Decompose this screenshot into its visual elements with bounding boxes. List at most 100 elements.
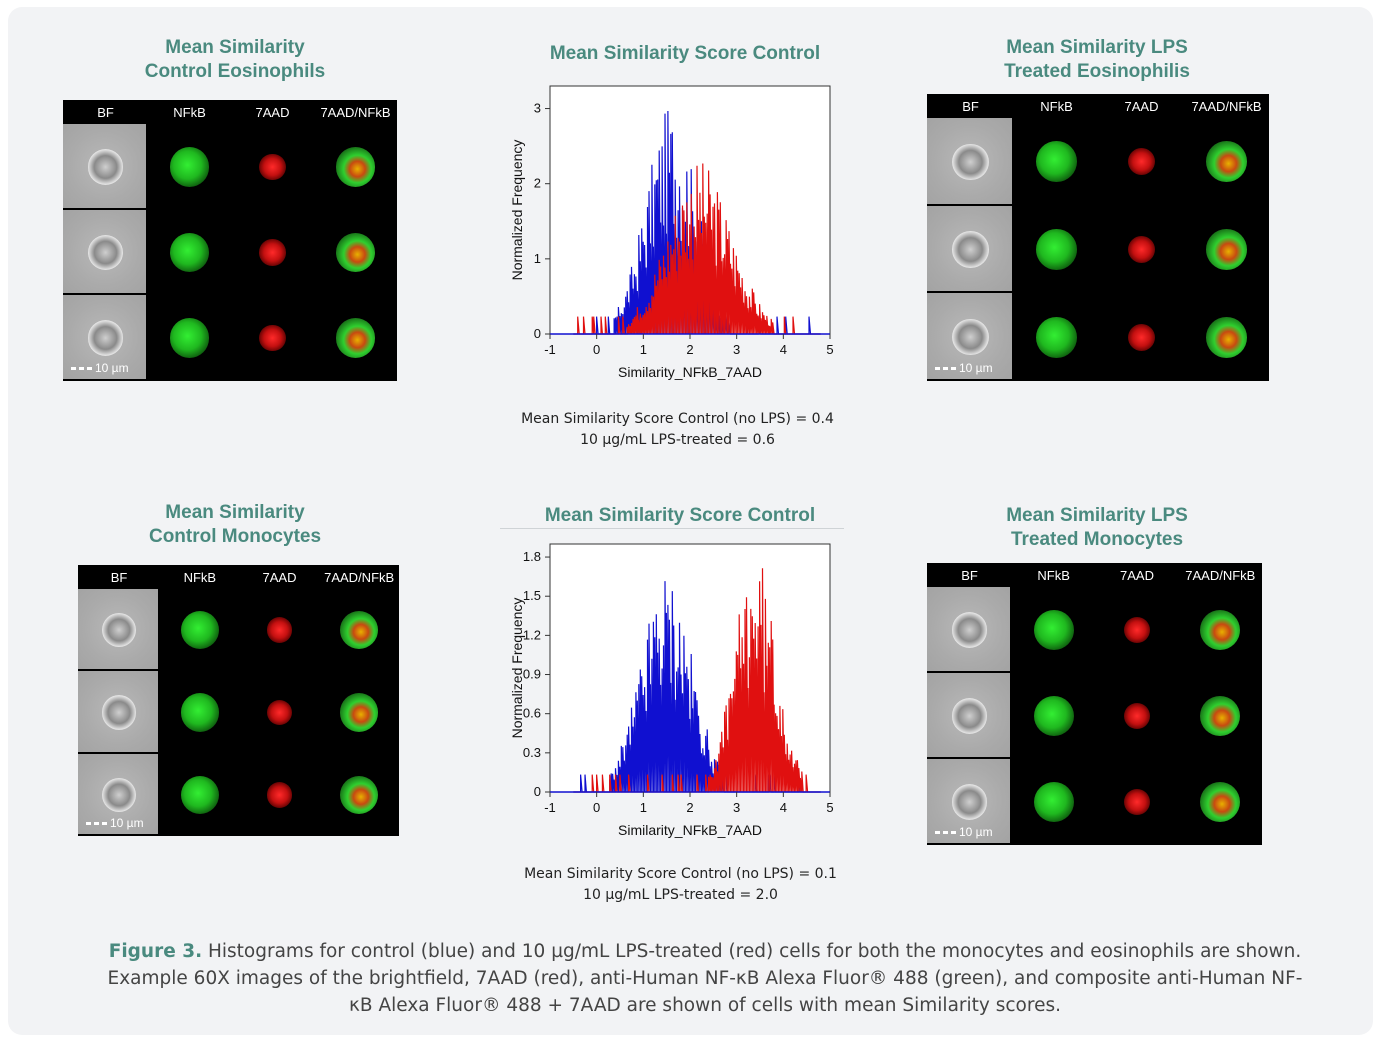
y-tick-label: 3 [534,101,541,116]
x-tick-label: 3 [733,342,740,357]
composite-image [1179,759,1262,845]
cell-signal [169,232,210,273]
scale-bar: 10 µm [71,361,129,375]
7aad-image [240,754,320,836]
image-panel-mono-control: BF NFkB 7AAD 7AAD/NFkB 10 µm [78,565,399,836]
7aad-image [231,124,314,210]
column-label: NFkB [183,570,217,585]
7aad-image [1099,206,1184,294]
histogram-bottom: -1 0 1 2 3 4 500.30.60.91.21.51.8Similarity_NF… [509,543,834,838]
cell-signal [1123,616,1151,644]
nfkb-image [1012,587,1095,673]
cell-outline [951,612,988,648]
column-label: 7AAD [1120,568,1154,583]
cell-outline [952,318,989,356]
cell-outline [101,777,137,813]
chart-title-rule [500,528,844,529]
panel-title-mono-lps: Mean Similarity LPS Treated Monocytes [1006,505,1188,550]
nfkb-image [1014,206,1099,294]
nfkb-image [160,671,240,753]
composite-image [319,589,399,671]
y-tick-label: 1.2 [523,627,541,642]
cell-signal [1036,316,1077,358]
composite-image [1184,206,1269,294]
cell-signal [169,146,210,187]
y-tick-label: 2 [534,176,541,191]
column-label: 7AAD/NFkB [324,570,395,585]
nfkb-image [1012,673,1095,759]
y-tick-label: 0.9 [523,667,541,682]
figure-caption: Figure 3. Histograms for control (blue) … [100,938,1310,1019]
cell-signal [259,239,286,266]
cell-outline [952,231,989,268]
nfkb-image [148,210,231,296]
y-axis-label: Normalized Frequency [509,140,525,281]
y-tick-label: 1.8 [523,549,541,564]
column-label: BF [97,105,114,120]
chart-caption-top-1: Mean Similarity Score Control (no LPS) =… [521,411,834,427]
nfkb-image [160,589,240,671]
nfkb-image [1012,759,1095,845]
column-label: BF [961,568,978,583]
x-tick-label: 3 [733,800,740,815]
x-tick-label: 4 [780,800,787,815]
brightfield-image: 10 µm [78,753,160,836]
x-tick-label: 0 [593,800,600,815]
y-tick-label: 0.6 [523,706,541,721]
cell-signal [340,693,379,732]
column-label: BF [110,570,128,585]
cell-signal [259,324,286,352]
cell-outline [101,695,137,730]
figure-caption-text: Histograms for control (blue) and 10 µg/… [107,941,1303,1016]
column-label: 7AAD [255,105,290,120]
column-label: NFkB [1037,568,1070,583]
y-axis-label: Normalized Frequency [509,598,525,739]
brightfield-image [78,589,160,672]
brightfield-image [927,118,1014,206]
7aad-image [1099,293,1184,381]
composite-image [1184,293,1269,381]
composite-image [314,210,397,296]
cell-signal [266,617,293,643]
cell-signal [1127,235,1156,264]
chart-caption-bottom-1: Mean Similarity Score Control (no LPS) =… [524,866,837,882]
brightfield-image: 10 µm [927,293,1014,381]
cell-outline [951,698,988,734]
cell-signal [1200,696,1241,736]
x-tick-label: 4 [780,342,787,357]
x-tick-label: 2 [686,342,693,357]
cell-signal [180,611,219,650]
cell-signal [1206,316,1247,358]
column-label: BF [962,99,979,114]
nfkb-image [1014,293,1099,381]
column-label: 7AAD/NFkB [1185,568,1256,583]
cell-signal [266,782,293,808]
panel-header: BF NFkB 7AAD 7AAD/NFkB [927,563,1262,587]
nfkb-image [1014,118,1099,206]
cell-signal [1036,141,1077,183]
7aad-image [231,295,314,381]
y-tick-label: 0.3 [523,745,541,760]
composite-image [314,124,397,210]
panel-title-mono-control: Mean Similarity Control Monocytes [148,502,322,547]
nfkb-image [148,124,231,210]
series-line-1 [573,163,821,335]
cell-outline [87,234,124,271]
cell-outline [101,612,137,648]
x-tick-label: 2 [686,800,693,815]
brightfield-image [78,671,160,754]
cell-signal [1200,782,1241,822]
cell-signal [340,611,379,650]
y-tick-label: 1 [534,251,541,266]
panel-header: BF NFkB 7AAD 7AAD/NFkB [927,94,1269,118]
scale-bar: 10 µm [935,361,993,375]
y-tick-label: 1.5 [523,588,541,603]
y-tick-label: 0 [534,784,541,799]
7aad-image [240,589,320,671]
image-panel-mono-lps: BF NFkB 7AAD 7AAD/NFkB 10 µm [927,563,1262,845]
nfkb-image [160,754,240,836]
composite-image [1179,673,1262,759]
cell-signal [259,153,286,181]
brightfield-image: 10 µm [63,295,148,381]
cell-outline [87,148,124,185]
